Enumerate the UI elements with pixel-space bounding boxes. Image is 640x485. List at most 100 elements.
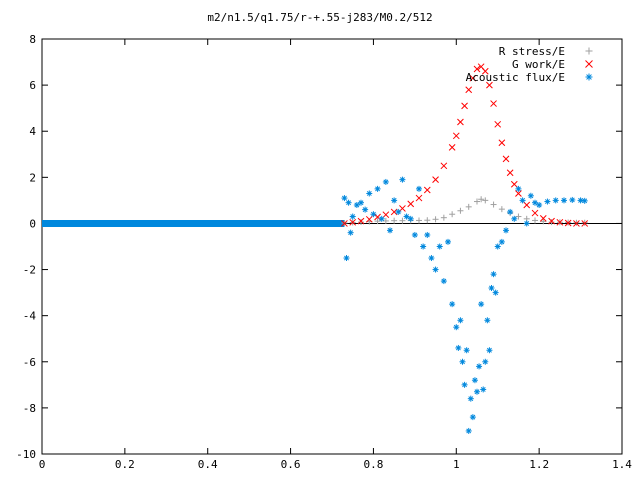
acoustic-flux-point [463,347,470,354]
plot-frame [41,38,623,455]
g-work-point [473,65,481,73]
x-tick-label: 0.8 [363,458,383,471]
r-stress-point [449,211,456,218]
acoustic-flux-point-d2 [544,199,550,204]
legend-marker-r-stress [585,47,593,55]
g-work-point [440,162,448,170]
g-work-point-d2 [457,118,464,126]
acoustic-flux-point-d2 [520,197,526,203]
x-tick-label: 1 [453,458,460,471]
acoustic-flux-point [482,358,489,365]
acoustic-flux-point-d2 [379,216,385,222]
g-work-point [382,211,390,219]
acoustic-flux-point [536,202,543,208]
acoustic-flux-point [492,289,499,296]
g-work-point [461,102,468,110]
g-work-point-d2 [510,180,518,188]
g-work-point-d2 [461,102,468,110]
acoustic-flux-point-d2 [503,227,509,233]
acoustic-flux-point [515,185,522,192]
acoustic-flux-point-d2 [515,186,521,192]
x-tick-label: 0.2 [115,458,135,471]
acoustic-flux-point-d2 [482,359,488,365]
acoustic-flux-point [552,197,559,204]
g-work-point-d2 [564,219,572,227]
acoustic-flux-point [362,206,369,213]
acoustic-flux-point-d2 [354,202,360,208]
g-work-point-d2 [539,215,547,222]
g-work-point-d2 [432,176,439,183]
g-work-point-d2 [407,200,415,208]
acoustic-flux-point-d2 [578,197,584,203]
legend-label-r-stress: R stress/E [499,45,565,58]
acoustic-flux-point [476,363,483,370]
acoustic-flux-point [469,414,476,421]
acoustic-flux-point [465,427,472,434]
series-acoustic-flux [341,176,588,434]
y-tick-label: -4 [23,310,37,323]
acoustic-flux-point-d2 [476,363,482,369]
acoustic-flux-point-d2 [528,193,534,199]
acoustic-flux-point-d2 [464,347,470,353]
acoustic-flux-point-d2 [478,301,484,307]
acoustic-flux-point [484,317,491,324]
acoustic-flux-point-d2 [370,211,376,217]
acoustic-flux-point-d2 [348,230,354,236]
y-tick-label: -8 [23,402,36,415]
r-stress-point [358,219,364,226]
g-work-point-d2 [515,190,522,197]
acoustic-flux-point [378,215,385,222]
acoustic-flux-point [411,231,418,238]
g-work-point [457,118,464,126]
g-work-point-d2 [415,194,423,202]
g-work-point-d2 [382,211,390,219]
g-work-point [432,176,439,183]
g-work-point-d2 [498,139,506,147]
acoustic-flux-point [474,388,480,395]
acoustic-flux-point-d2 [358,200,364,206]
r-stress-point [540,218,547,225]
acoustic-flux-point [366,190,373,197]
x-tick-label: 0 [39,458,46,471]
y-tick-label: 4 [29,125,36,138]
acoustic-flux-point-d2 [524,220,530,226]
acoustic-flux-point [581,197,588,204]
g-work-point [539,215,547,222]
g-work-point-d2 [374,213,381,221]
legend-label-g-work: G work/E [512,58,565,71]
acoustic-flux-point [391,197,398,204]
acoustic-flux-point [403,213,410,220]
acoustic-flux-point-d2 [553,197,559,203]
acoustic-flux-point-d2 [366,191,372,196]
g-work-point-d2 [473,65,481,73]
acoustic-flux-point-d2 [445,239,451,245]
x-tick-label: 1.2 [529,458,549,471]
y-tick-label: -6 [23,356,36,369]
g-work-point [423,186,431,194]
g-work-point [481,67,489,75]
g-work-point [498,139,506,147]
g-work-point-d2 [494,120,502,128]
series-g-work [341,63,589,227]
series-layer [42,63,589,434]
r-stress-point [432,216,439,223]
g-work-point-d2 [481,67,489,75]
acoustic-flux-point [488,285,495,291]
g-work-point [415,194,423,202]
acoustic-flux-point [544,198,551,205]
acoustic-flux-point-d2 [437,244,443,249]
g-work-point [510,180,518,188]
acoustic-flux-point [341,195,348,202]
r-stress-point [399,217,406,224]
acoustic-flux-point [507,208,514,215]
y-tick-label: -2 [23,264,36,277]
acoustic-flux-point-d2 [468,396,474,402]
g-work-point-d2 [440,162,448,170]
acoustic-flux-point-d2 [466,428,472,434]
acoustic-flux-point [467,395,474,402]
acoustic-flux-point [527,192,534,199]
acoustic-flux-point [440,278,447,285]
acoustic-flux-point [511,215,518,222]
acoustic-flux-point [459,358,466,365]
